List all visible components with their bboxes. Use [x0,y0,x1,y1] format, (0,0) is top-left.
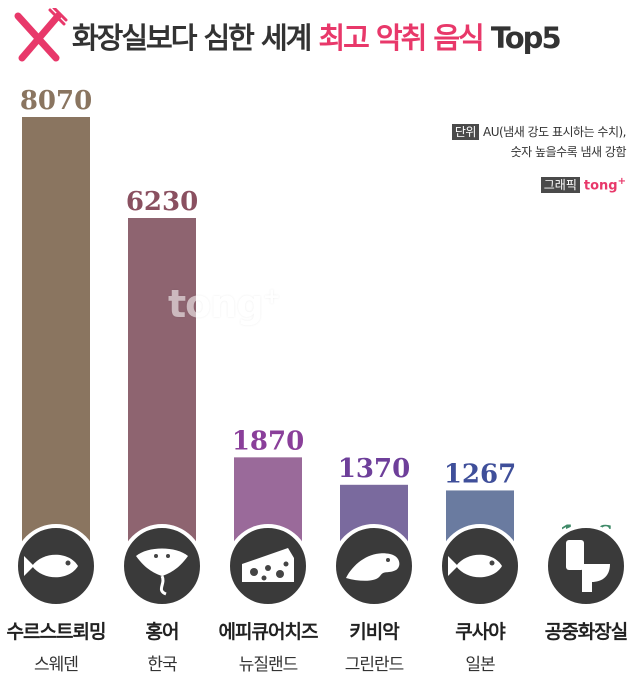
fork-knife-icon [14,8,68,62]
category-label-0: 수르스트뢰밍 [7,621,106,643]
credit-tag: 그래픽 [540,176,580,193]
value-label-2: 1870 [232,426,304,456]
value-label-1: 6230 [126,187,198,217]
category-label-2: 에피큐어치즈 [219,621,318,643]
brand-plus: + [617,176,626,187]
fish-icon [448,554,502,578]
country-label-2: 뉴질랜드 [239,655,298,675]
title-main: 화장실보다 심한 세계 [72,21,312,55]
country-label-4: 일본 [465,655,495,675]
title-tail: Top5 [490,21,562,55]
title-highlight: 최고 악취 음식 [318,21,484,55]
brand-text: tong [583,178,618,194]
fish-icon [24,554,78,578]
category-label-3: 키비악 [349,621,400,643]
category-label-4: 쿠사야 [455,621,506,643]
page-title: 화장실보다 심한 세계 최고 악취 음식 Top5 [72,15,562,57]
value-label-3: 1370 [338,454,410,484]
seal-icon [346,553,400,581]
country-label-1: 한국 [147,655,177,675]
watermark-text: tong [168,282,264,326]
unit-line1: AU(냄새 강도 표시하는 수치), [482,125,627,139]
cheese-icon [242,548,294,582]
title-row: 화장실보다 심한 세계 최고 악취 음식 Top5 [8,8,632,64]
category-label-1: 홍어 [146,620,179,643]
brand-logo: tong+ [584,176,626,193]
category-label-5: 공중화장실 [545,621,627,643]
unit-line2: 숫자 높을수록 냄새 강함 [510,145,627,159]
value-label-4: 1267 [444,459,516,489]
unit-tag: 단위 [451,124,479,140]
stingray-icon [136,548,188,596]
country-label-0: 스웨덴 [34,655,78,675]
country-label-3: 그린란드 [345,655,404,675]
watermark-plus: + [262,284,281,310]
unit-note: 단위 AU(냄새 강도 표시하는 수치), 숫자 높을수록 냄새 강함 [451,122,627,162]
bar-1 [128,218,196,560]
watermark: tong+ [168,282,281,326]
graphic-credit: 그래픽 tong+ [540,176,626,193]
toilet-icon [566,540,610,592]
bar-0 [22,117,90,560]
value-label-0: 8070 [20,86,92,116]
